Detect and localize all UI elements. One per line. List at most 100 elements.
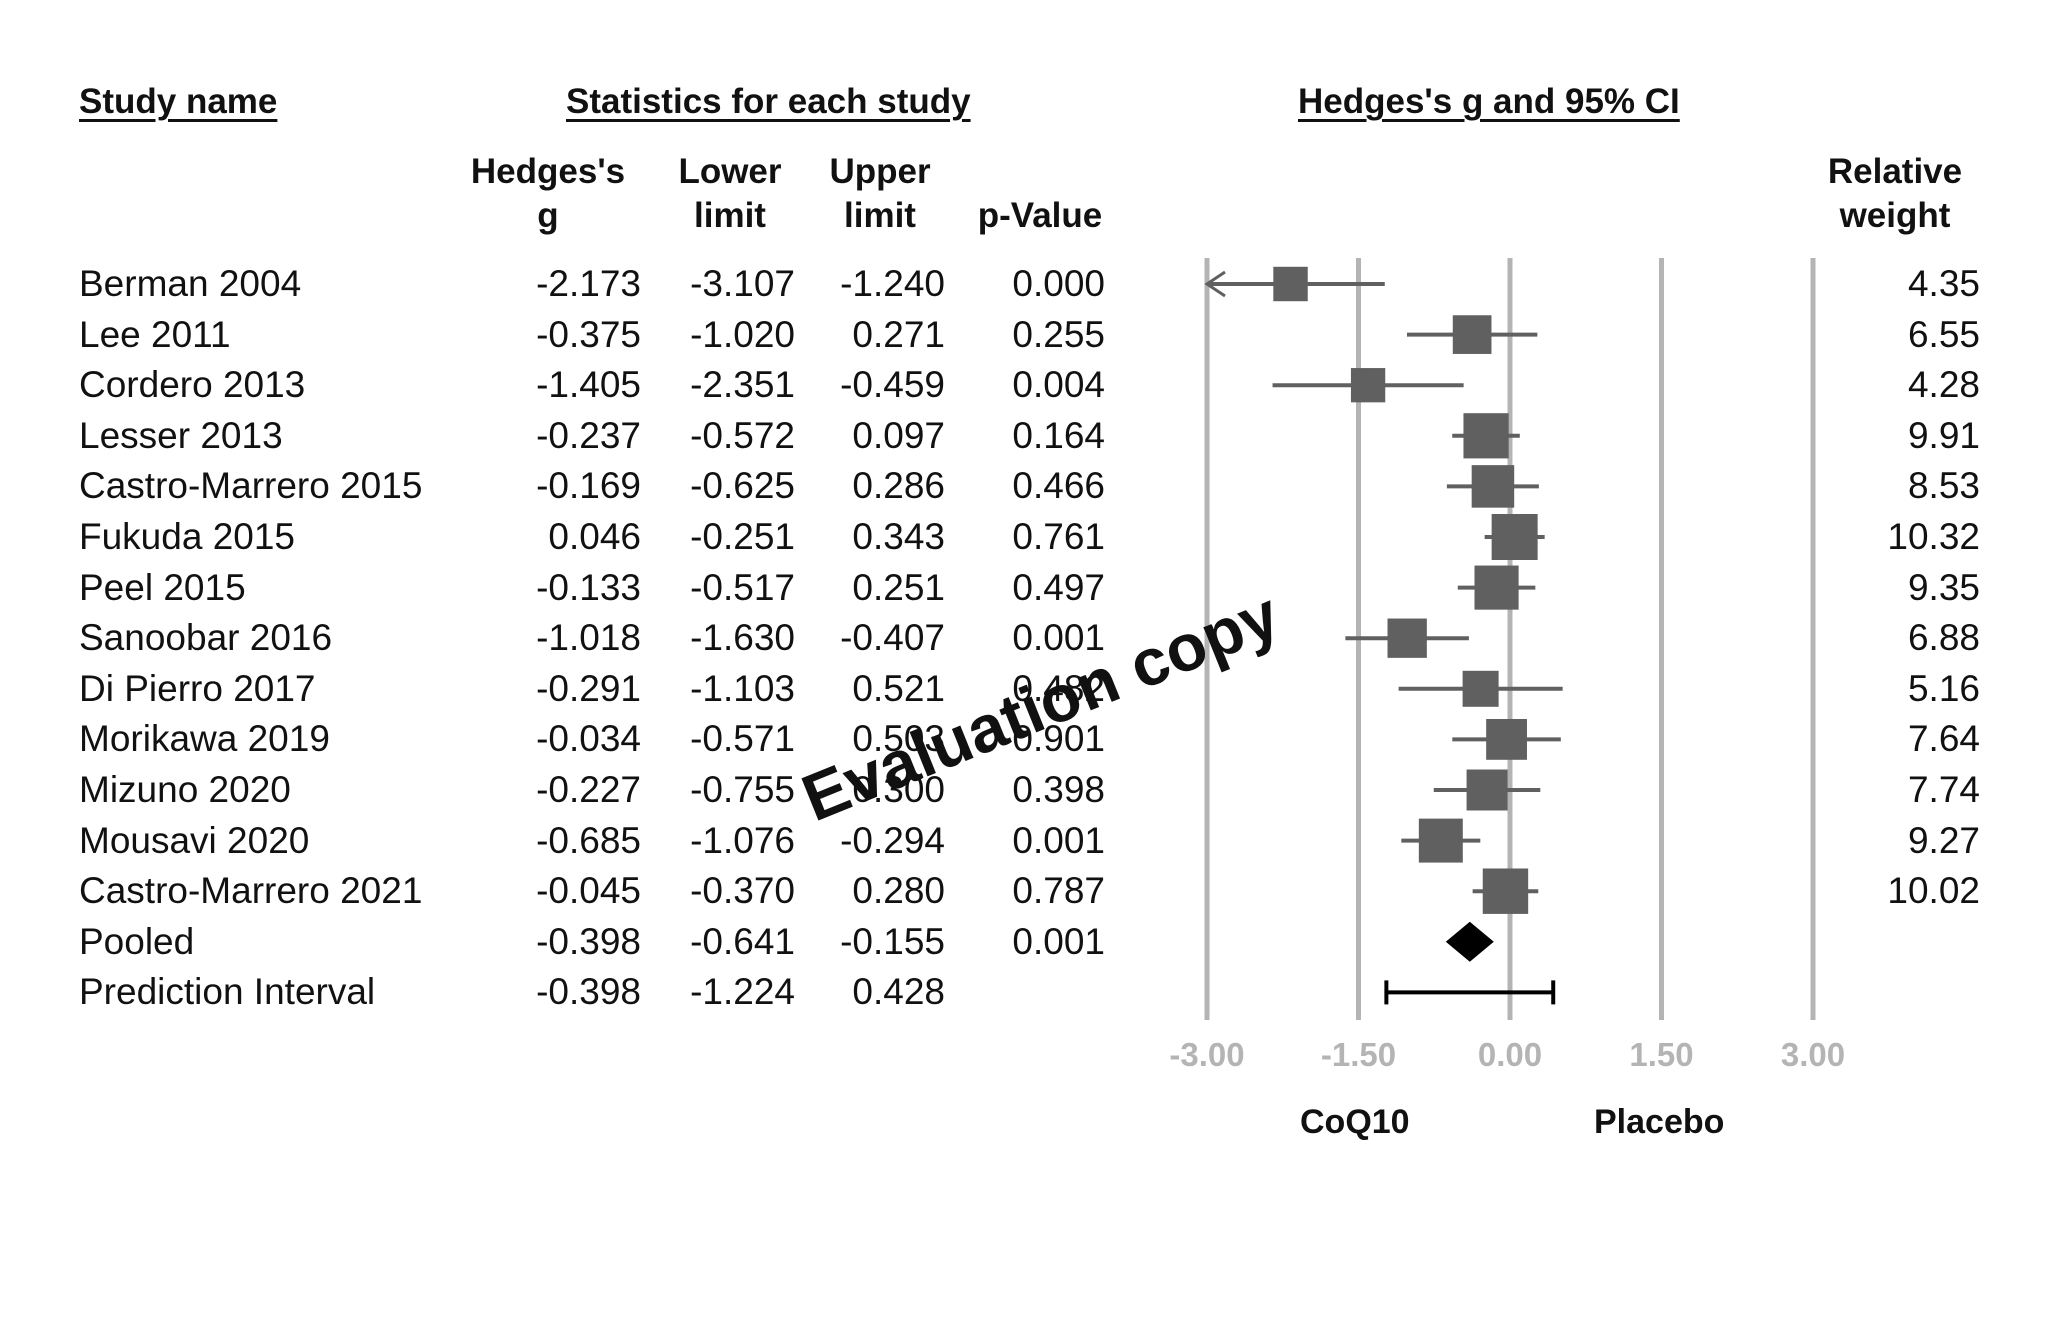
ci-arrow xyxy=(1204,270,1226,298)
effect-marker xyxy=(1350,368,1386,403)
effect-marker xyxy=(1471,465,1515,508)
col-upper-limit: Upper limit xyxy=(805,150,955,238)
effect-marker xyxy=(1462,670,1499,707)
effect-marker xyxy=(1491,514,1538,560)
upper-limit-value: 0.521 xyxy=(852,667,945,709)
p-value: 0.901 xyxy=(1012,718,1105,760)
relative-weight-value: 4.28 xyxy=(1907,364,1980,406)
study-name: Castro-Marrero 2015 xyxy=(79,465,423,507)
p-value: 0.001 xyxy=(1012,819,1105,861)
left-direction-label: CoQ10 xyxy=(1300,1103,1410,1141)
relative-weight-value: 8.53 xyxy=(1907,465,1980,507)
relative-weight-value: 6.55 xyxy=(1907,313,1980,355)
hedges-g-value: -2.173 xyxy=(536,263,641,304)
col-upper-line1: Upper xyxy=(829,152,931,191)
relative-weight-value: 10.02 xyxy=(1887,870,1980,912)
relative-weight-value: 10.32 xyxy=(1887,516,1980,557)
upper-limit-value: 0.251 xyxy=(852,566,945,608)
header-study-name: Study name xyxy=(79,82,278,121)
upper-limit-value: 0.300 xyxy=(852,769,945,810)
relative-weight-value: 5.16 xyxy=(1907,667,1980,709)
lower-limit-value: -0.251 xyxy=(690,516,795,557)
upper-limit-value: 0.286 xyxy=(852,465,945,507)
study-name: Peel 2015 xyxy=(79,566,246,608)
relative-weight-value: 9.91 xyxy=(1907,414,1980,456)
relative-weight-value: 7.64 xyxy=(1907,718,1980,760)
hedges-g-value: -0.291 xyxy=(536,667,641,709)
col-p-value: p-Value xyxy=(955,150,1125,238)
lower-limit-value: -3.107 xyxy=(690,263,795,304)
lower-limit-value: -1.224 xyxy=(690,971,795,1013)
relative-weight-value: 4.35 xyxy=(1907,263,1980,304)
effect-marker xyxy=(1474,565,1519,610)
study-name: Lesser 2013 xyxy=(79,414,283,456)
col-lower-limit: Lower limit xyxy=(655,150,805,238)
p-value: 0.398 xyxy=(1012,769,1105,810)
hedges-g-value: -0.227 xyxy=(536,769,641,810)
right-direction-label: Placebo xyxy=(1594,1103,1725,1141)
lower-limit-value: -0.571 xyxy=(690,718,795,760)
study-name: Mousavi 2020 xyxy=(79,819,310,861)
study-name: Berman 2004 xyxy=(79,263,302,304)
hedges-g-value: -0.034 xyxy=(536,718,641,760)
lower-limit-value: -0.755 xyxy=(690,769,795,810)
upper-limit-value: 0.428 xyxy=(852,971,945,1013)
effect-marker xyxy=(1387,618,1427,658)
col-hedges-g: Hedges's g xyxy=(458,150,638,238)
upper-limit-value: 0.097 xyxy=(852,414,945,456)
p-value: 0.001 xyxy=(1012,617,1105,659)
hedges-g-value: -0.685 xyxy=(536,819,641,861)
pooled-diamond xyxy=(1445,921,1494,962)
col-pvalue-line2: p-Value xyxy=(977,196,1103,235)
col-lower-line2: limit xyxy=(694,196,766,235)
study-name: Castro-Marrero 2021 xyxy=(79,870,423,912)
p-value: 0.466 xyxy=(1012,465,1105,507)
header-effect-plot: Hedges's g and 95% CI xyxy=(1298,82,1680,121)
p-value: 0.787 xyxy=(1012,870,1105,912)
col-lower-line1: Lower xyxy=(678,152,782,191)
p-value: 0.482 xyxy=(1012,667,1105,709)
header-statistics: Statistics for each study xyxy=(566,82,971,121)
hedges-g-value: -1.405 xyxy=(536,364,641,406)
x-tick-label: 1.50 xyxy=(1629,1036,1693,1073)
hedges-g-value: -0.045 xyxy=(536,870,641,912)
hedges-g-value: -0.398 xyxy=(536,920,641,962)
lower-limit-value: -2.351 xyxy=(690,364,795,406)
upper-limit-value: -0.155 xyxy=(840,920,945,962)
effect-marker xyxy=(1466,769,1508,811)
upper-limit-value: 0.343 xyxy=(852,516,945,557)
hedges-g-value: -0.237 xyxy=(536,414,641,456)
upper-limit-value: 0.271 xyxy=(852,313,945,355)
x-tick-label: 0.00 xyxy=(1478,1036,1542,1073)
study-name: Pooled xyxy=(79,920,195,962)
x-tick-label: -1.50 xyxy=(1321,1036,1396,1073)
effect-marker xyxy=(1486,718,1527,760)
hedges-g-value: 0.046 xyxy=(548,516,641,557)
lower-limit-value: -0.370 xyxy=(690,870,795,912)
study-name: Di Pierro 2017 xyxy=(79,667,316,709)
upper-limit-value: 0.503 xyxy=(852,718,945,760)
effect-marker xyxy=(1482,868,1529,914)
effect-marker xyxy=(1273,266,1308,302)
study-name: Mizuno 2020 xyxy=(79,769,291,810)
x-tick-label: -3.00 xyxy=(1169,1036,1244,1073)
p-value: 0.000 xyxy=(1012,263,1105,304)
study-name: Fukuda 2015 xyxy=(79,516,296,557)
effect-marker xyxy=(1463,413,1509,459)
col-upper-line2: limit xyxy=(844,196,916,235)
p-value: 0.004 xyxy=(1012,364,1105,406)
col-hedges-g-line2: g xyxy=(537,196,559,235)
hedges-g-value: -0.398 xyxy=(536,971,641,1013)
relative-weight-value: 9.35 xyxy=(1907,566,1980,608)
col-hedges-g-line1: Hedges's xyxy=(470,152,626,191)
p-value: 0.497 xyxy=(1012,566,1105,608)
col-weight-line2: weight xyxy=(1839,196,1951,235)
study-name: Cordero 2013 xyxy=(79,364,306,406)
lower-limit-value: -1.630 xyxy=(690,617,795,659)
lower-limit-value: -1.103 xyxy=(690,667,795,709)
lower-limit-value: -1.076 xyxy=(690,819,795,861)
hedges-g-value: -0.169 xyxy=(536,465,641,507)
col-weight-line1: Relative xyxy=(1827,152,1963,191)
x-tick-label: 3.00 xyxy=(1781,1036,1845,1073)
relative-weight-value: 7.74 xyxy=(1907,769,1980,810)
